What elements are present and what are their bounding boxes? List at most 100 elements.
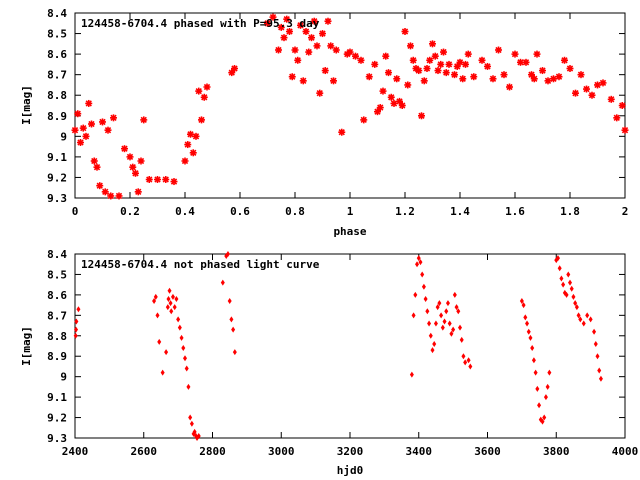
data-point: [85, 99, 93, 107]
data-point: [327, 42, 335, 50]
data-point: [152, 298, 157, 305]
y-tick-label: 8.8: [47, 89, 67, 102]
data-point: [229, 316, 234, 323]
data-point: [459, 336, 464, 343]
data-point: [93, 163, 101, 171]
data-point: [433, 320, 438, 327]
data-point: [220, 279, 225, 286]
data-point: [444, 308, 449, 315]
data-point: [607, 95, 615, 103]
data-point: [299, 77, 307, 85]
data-point: [188, 414, 193, 421]
data-point: [418, 112, 425, 120]
data-point: [71, 126, 79, 134]
data-point: [572, 89, 579, 97]
data-point: [396, 97, 403, 105]
data-point: [203, 83, 211, 91]
data-point: [537, 402, 542, 409]
data-point: [401, 28, 409, 35]
data-point: [517, 58, 524, 66]
data-point: [439, 312, 444, 319]
data-point: [390, 99, 398, 107]
data-point: [454, 304, 459, 311]
data-point: [228, 69, 236, 77]
data-point: [96, 182, 104, 190]
data-point: [346, 48, 354, 56]
data-point: [162, 176, 170, 183]
data-point: [522, 58, 530, 66]
data-point: [269, 13, 277, 21]
data-point: [189, 420, 194, 427]
data-point: [535, 385, 540, 392]
data-point: [192, 428, 197, 435]
data-point: [196, 432, 201, 439]
data-point: [166, 295, 171, 302]
x-tick-label: 3800: [543, 445, 570, 458]
data-point: [576, 312, 581, 319]
data-point: [170, 293, 175, 300]
data-point: [365, 73, 373, 81]
x-tick-label: 0: [72, 205, 79, 218]
data-point: [449, 330, 454, 337]
x-tick-label: 2600: [131, 445, 158, 458]
data-point: [557, 265, 562, 272]
data-point: [511, 50, 519, 58]
data-point: [542, 414, 547, 421]
x-tick-label: 4000: [612, 445, 639, 458]
data-point: [179, 334, 184, 341]
data-point: [169, 308, 174, 315]
data-point: [533, 369, 538, 376]
data-point: [463, 359, 468, 366]
data-point: [528, 334, 533, 341]
y-tick-label: 8.4: [47, 7, 67, 20]
data-point: [280, 34, 288, 42]
data-point: [104, 126, 112, 134]
data-point: [545, 383, 550, 390]
data-point: [200, 93, 208, 101]
data-point: [434, 67, 442, 75]
data-point: [225, 251, 230, 257]
data-point: [308, 34, 315, 42]
data-point: [324, 17, 332, 25]
data-point: [528, 71, 535, 79]
data-point: [115, 192, 123, 200]
data-point: [418, 259, 423, 266]
data-point: [385, 69, 392, 77]
data-point: [447, 320, 452, 327]
data-point: [153, 293, 158, 300]
x-tick-label: 0.8: [285, 205, 305, 218]
data-point: [310, 17, 318, 25]
data-point: [451, 326, 456, 333]
data-point: [277, 23, 285, 31]
data-point: [168, 300, 173, 307]
data-point: [539, 67, 546, 75]
data-point: [452, 291, 457, 298]
data-point: [132, 169, 139, 177]
y-tick-label: 8.6: [47, 289, 67, 302]
data-point: [555, 73, 563, 81]
data-point: [74, 318, 79, 325]
data-point: [398, 102, 406, 109]
data-point: [192, 132, 200, 140]
data-point: [533, 50, 541, 58]
plot-frame: [74, 253, 626, 439]
data-point: [531, 357, 536, 364]
y-tick-label: 9.1: [47, 391, 67, 404]
data-point: [430, 347, 435, 354]
y-tick-label: 9.3: [47, 192, 67, 205]
data-point: [174, 295, 179, 302]
data-point: [302, 28, 310, 35]
data-point: [411, 312, 416, 319]
data-point: [427, 320, 432, 327]
data-point: [420, 271, 425, 278]
data-point: [177, 324, 182, 331]
data-point: [489, 75, 497, 83]
data-point: [561, 281, 566, 288]
data-point: [294, 56, 302, 64]
x-axis-label: hjd0: [337, 464, 364, 477]
y-tick-label: 8.7: [47, 309, 67, 322]
data-point: [458, 324, 462, 331]
data-point: [425, 308, 430, 315]
data-point: [137, 157, 145, 165]
y-axis-label: I[mag]: [20, 326, 33, 366]
